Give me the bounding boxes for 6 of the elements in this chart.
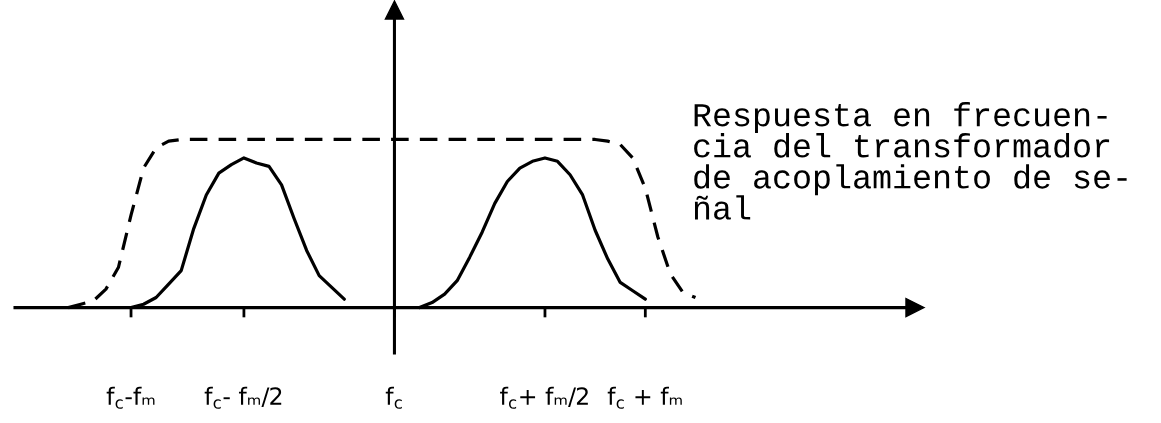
x-tick-label: f$_{c}$ xyxy=(385,386,402,409)
x-tick-label: f$_{c}$- fₘ/2 xyxy=(204,386,282,409)
x-tick-label: f$_{c}$-fₘ xyxy=(106,386,155,409)
annotation: Respuesta en frecuen- cia del transformador de acoplamiento de se- ñal xyxy=(694,102,1127,220)
x-tick-label: f$_{c}$ + fₘ xyxy=(607,386,682,409)
x-tick-label: f$_{c}$+ fₘ/2 xyxy=(500,386,588,409)
